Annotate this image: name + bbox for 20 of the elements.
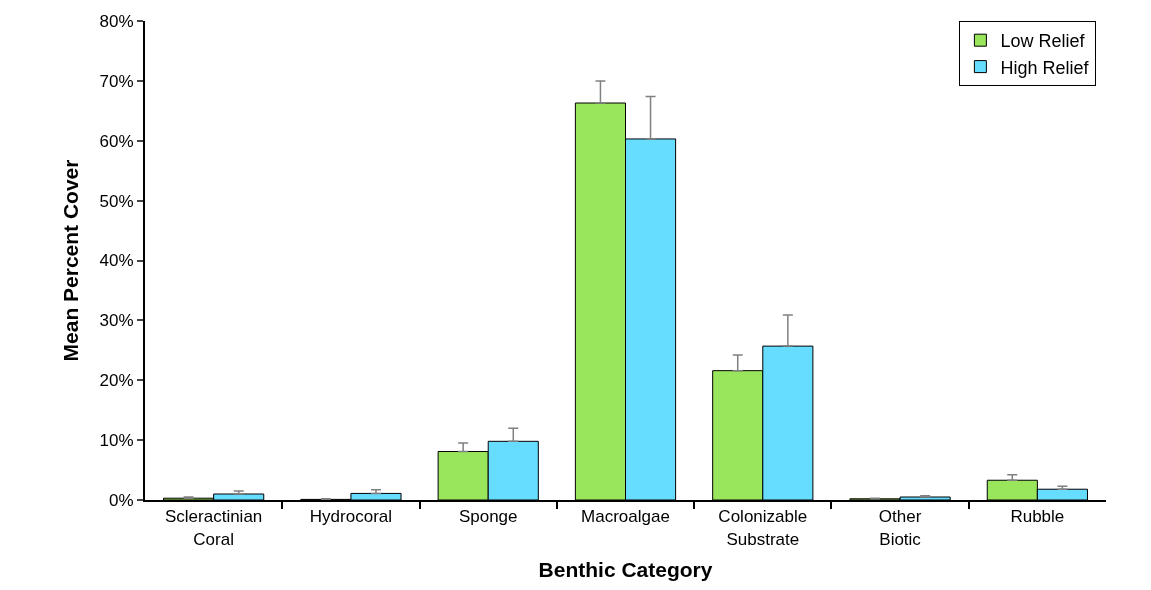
- y-tick-label: 40%: [99, 251, 134, 271]
- x-tick-label: Colonizable Substrate: [718, 507, 808, 549]
- y-tick-label: 70%: [99, 71, 134, 91]
- y-tick-label: 60%: [99, 131, 134, 151]
- y-tick-label: 30%: [99, 311, 134, 331]
- y-tick-label: 50%: [99, 191, 134, 211]
- y-axis-title: Mean Percent Cover: [59, 159, 83, 362]
- x-axis-title: Benthic Category: [538, 558, 713, 582]
- x-tick-label: Scleractinian Coral: [164, 507, 263, 549]
- x-tick-label: Hydrocoral: [309, 507, 393, 527]
- legend-label: Low Relief: [1000, 31, 1086, 52]
- legend-label: High Relief: [1000, 57, 1090, 78]
- x-tick-label: Rubble: [1010, 507, 1065, 527]
- y-tick-label: 0%: [109, 490, 134, 510]
- x-tick-label: Macroalgae: [581, 507, 670, 527]
- x-tick-label: Other Biotic: [878, 507, 922, 549]
- x-tick-label: Sponge: [458, 507, 518, 527]
- y-tick-label: 20%: [99, 371, 134, 391]
- y-tick-label: 10%: [99, 431, 134, 451]
- y-tick-label: 80%: [99, 11, 134, 31]
